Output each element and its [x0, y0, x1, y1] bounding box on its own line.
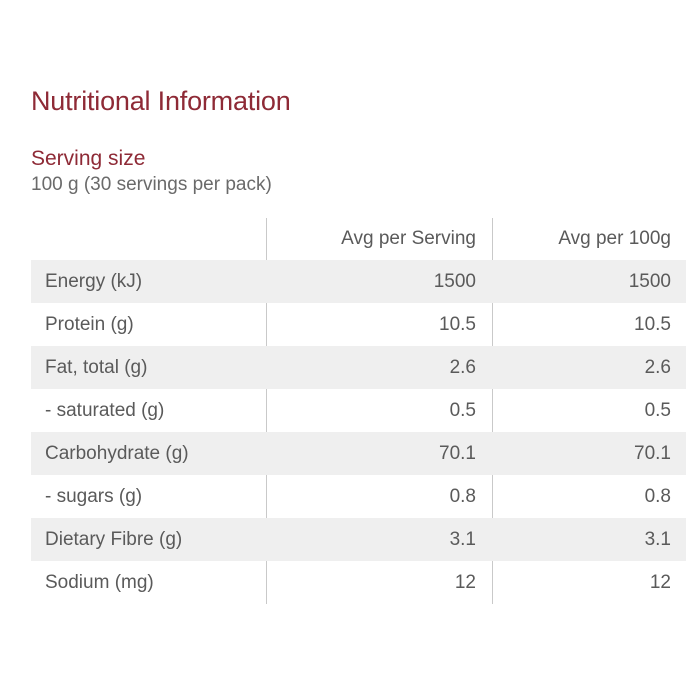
- nutrient-label: Energy (kJ): [45, 270, 143, 292]
- nutrient-label: Dietary Fibre (g): [45, 528, 183, 550]
- page-title: Nutritional Information: [31, 86, 291, 116]
- value-per-serving: 3.1: [449, 528, 476, 550]
- value-per-100g: 12: [649, 571, 671, 593]
- table-row: Dietary Fibre (g) 3.1 3.1: [31, 518, 686, 561]
- table-header-row: Avg per Serving Avg per 100g: [31, 218, 686, 260]
- value-per-100g: 0.8: [644, 485, 671, 507]
- serving-size-value: 100 g (30 servings per pack): [31, 174, 272, 195]
- value-per-serving: 70.1: [439, 442, 476, 464]
- table-row: Sodium (mg) 12 12: [31, 561, 686, 604]
- value-per-serving: 10.5: [439, 313, 476, 335]
- value-per-serving: 0.8: [449, 485, 476, 507]
- table-row: Energy (kJ) 1500 1500: [31, 260, 686, 303]
- nutrient-label: Carbohydrate (g): [45, 442, 189, 464]
- value-per-100g: 70.1: [634, 442, 671, 464]
- nutrient-label: - saturated (g): [45, 399, 165, 421]
- value-per-serving: 12: [454, 571, 476, 593]
- nutrient-label: Sodium (mg): [45, 571, 154, 593]
- nutrient-label: Fat, total (g): [45, 356, 148, 378]
- value-per-100g: 3.1: [644, 528, 671, 550]
- value-per-100g: 1500: [628, 270, 671, 292]
- table-row: Protein (g) 10.5 10.5: [31, 303, 686, 346]
- serving-size-label: Serving size: [31, 147, 146, 170]
- value-per-100g: 10.5: [634, 313, 671, 335]
- header-per-100g: Avg per 100g: [558, 228, 671, 249]
- nutrient-label: Protein (g): [45, 313, 134, 335]
- nutrition-table: Avg per Serving Avg per 100g Energy (kJ)…: [31, 218, 686, 604]
- nutrient-label: - sugars (g): [45, 485, 143, 507]
- table-row: - saturated (g) 0.5 0.5: [31, 389, 686, 432]
- value-per-100g: 2.6: [644, 356, 671, 378]
- value-per-100g: 0.5: [644, 399, 671, 421]
- column-divider: [266, 218, 267, 604]
- header-per-serving: Avg per Serving: [341, 228, 476, 249]
- value-per-serving: 0.5: [449, 399, 476, 421]
- value-per-serving: 1500: [433, 270, 476, 292]
- column-divider: [492, 218, 493, 604]
- table-row: Carbohydrate (g) 70.1 70.1: [31, 432, 686, 475]
- table-row: Fat, total (g) 2.6 2.6: [31, 346, 686, 389]
- value-per-serving: 2.6: [449, 356, 476, 378]
- table-row: - sugars (g) 0.8 0.8: [31, 475, 686, 518]
